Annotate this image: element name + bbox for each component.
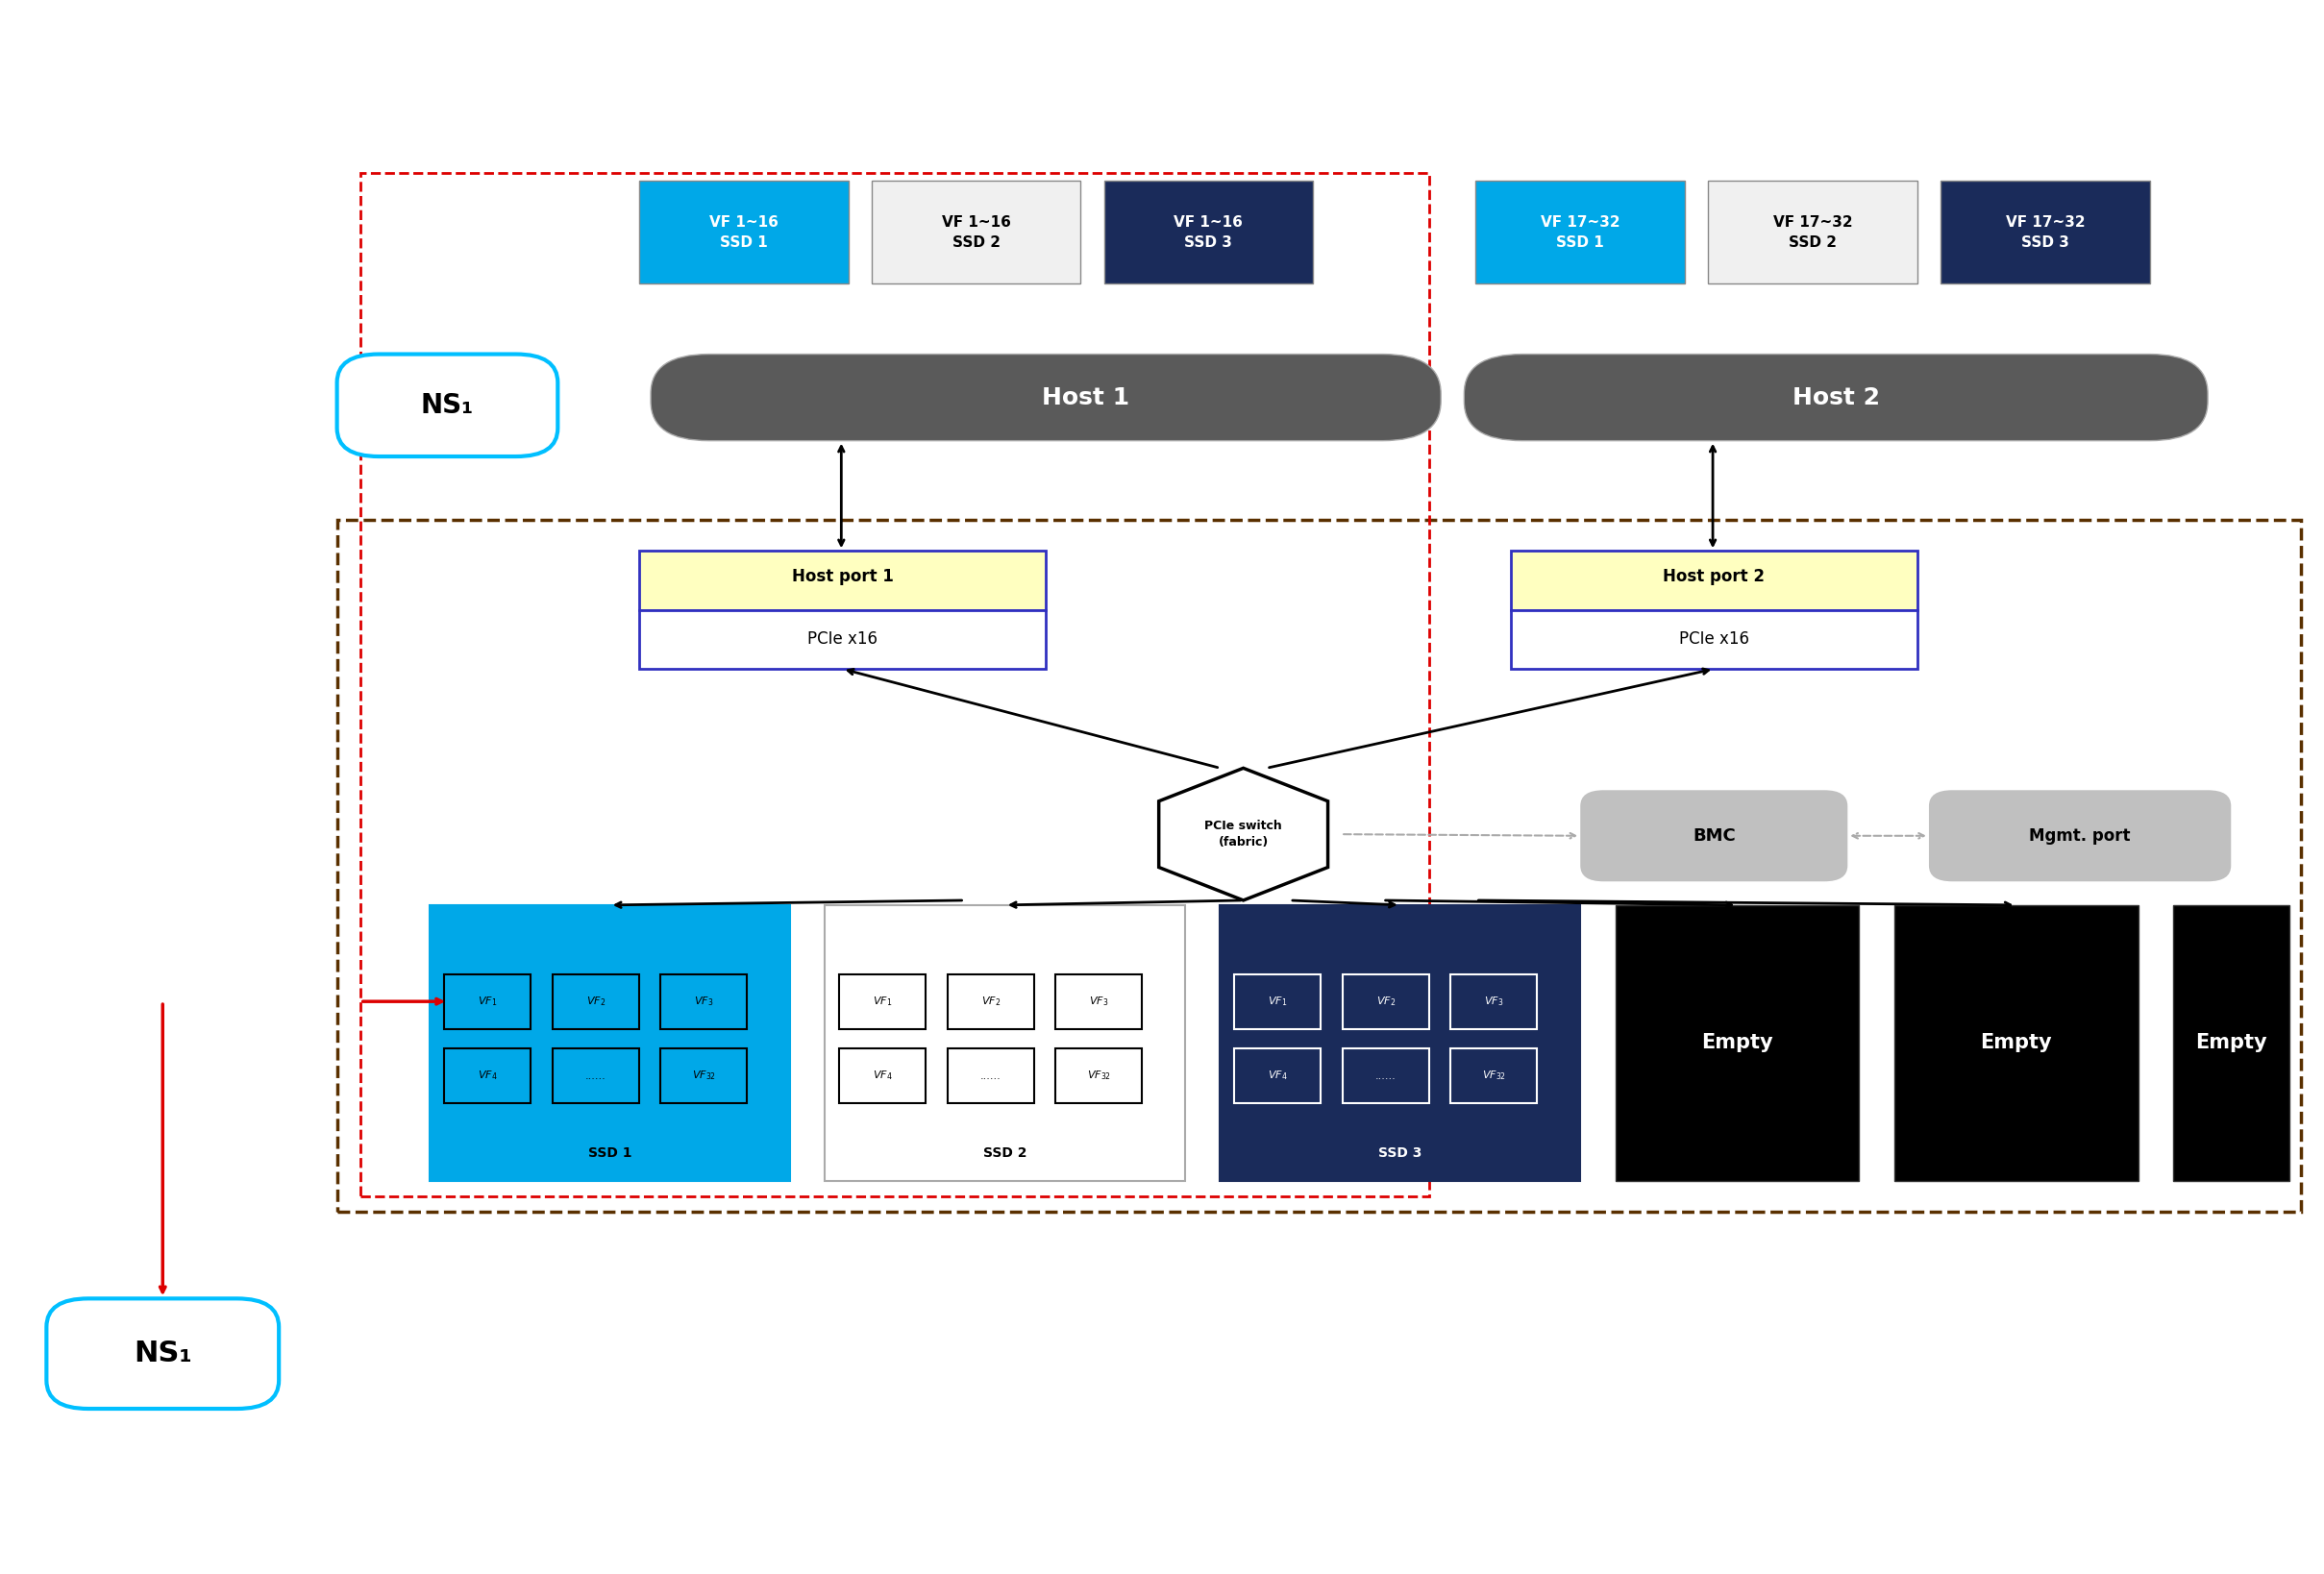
Text: $VF_1$: $VF_1$	[874, 995, 892, 1007]
Text: PCIe x16: PCIe x16	[1678, 631, 1750, 648]
FancyBboxPatch shape	[2173, 905, 2289, 1180]
Text: ......: ......	[981, 1070, 1002, 1081]
FancyBboxPatch shape	[1220, 905, 1580, 1180]
Text: $VF_1$: $VF_1$	[1269, 995, 1287, 1007]
FancyBboxPatch shape	[1343, 974, 1429, 1029]
Text: PCIe switch
(fabric): PCIe switch (fabric)	[1204, 820, 1283, 848]
Text: VF 1~16
SSD 3: VF 1~16 SSD 3	[1174, 216, 1243, 249]
FancyBboxPatch shape	[444, 1048, 530, 1103]
FancyBboxPatch shape	[1104, 181, 1313, 283]
Text: NS₁: NS₁	[421, 392, 474, 419]
FancyBboxPatch shape	[1450, 974, 1536, 1029]
Text: Empty: Empty	[2196, 1033, 2266, 1053]
Text: $VF_3$: $VF_3$	[1485, 995, 1504, 1007]
FancyBboxPatch shape	[872, 181, 1081, 283]
FancyBboxPatch shape	[46, 1299, 279, 1409]
Text: $VF_{32}$: $VF_{32}$	[693, 1069, 716, 1083]
FancyBboxPatch shape	[651, 354, 1441, 441]
FancyBboxPatch shape	[660, 974, 746, 1029]
FancyBboxPatch shape	[337, 354, 558, 456]
FancyBboxPatch shape	[1580, 790, 1848, 881]
Text: ......: ......	[586, 1070, 607, 1081]
Text: BMC: BMC	[1692, 828, 1736, 844]
FancyBboxPatch shape	[1511, 551, 1917, 611]
Text: Host 1: Host 1	[1041, 386, 1129, 409]
Text: $VF_2$: $VF_2$	[981, 995, 999, 1007]
Text: ......: ......	[1376, 1070, 1397, 1081]
Text: $VF_3$: $VF_3$	[695, 995, 713, 1007]
FancyBboxPatch shape	[1055, 1048, 1141, 1103]
Text: VF 17~32
SSD 2: VF 17~32 SSD 2	[1773, 216, 1852, 249]
FancyBboxPatch shape	[553, 1048, 639, 1103]
FancyBboxPatch shape	[1055, 974, 1141, 1029]
Text: VF 1~16
SSD 2: VF 1~16 SSD 2	[941, 216, 1011, 249]
Text: SSD 2: SSD 2	[983, 1146, 1027, 1160]
FancyBboxPatch shape	[1343, 1048, 1429, 1103]
Text: Mgmt. port: Mgmt. port	[2029, 828, 2131, 844]
FancyBboxPatch shape	[839, 974, 925, 1029]
FancyBboxPatch shape	[825, 905, 1185, 1180]
Text: Host port 1: Host port 1	[792, 568, 892, 586]
Text: $VF_4$: $VF_4$	[479, 1069, 497, 1083]
FancyBboxPatch shape	[1941, 181, 2150, 283]
FancyBboxPatch shape	[430, 905, 790, 1180]
Text: Empty: Empty	[1701, 1033, 1773, 1053]
Text: $VF_1$: $VF_1$	[479, 995, 497, 1007]
FancyBboxPatch shape	[639, 611, 1046, 669]
Bar	[360, 173, 1429, 1196]
Text: SSD 3: SSD 3	[1378, 1146, 1422, 1160]
FancyBboxPatch shape	[948, 1048, 1034, 1103]
Text: VF 17~32
SSD 1: VF 17~32 SSD 1	[1541, 216, 1620, 249]
FancyBboxPatch shape	[444, 974, 530, 1029]
Text: $VF_{32}$: $VF_{32}$	[1088, 1069, 1111, 1083]
Text: $VF_4$: $VF_4$	[874, 1069, 892, 1083]
FancyBboxPatch shape	[1234, 974, 1320, 1029]
FancyBboxPatch shape	[639, 551, 1046, 611]
FancyBboxPatch shape	[1615, 905, 1859, 1180]
Text: NS₁: NS₁	[132, 1339, 193, 1368]
FancyBboxPatch shape	[1464, 354, 2208, 441]
FancyBboxPatch shape	[639, 181, 848, 283]
FancyBboxPatch shape	[660, 1048, 746, 1103]
FancyBboxPatch shape	[1894, 905, 2138, 1180]
Text: Host 2: Host 2	[1792, 386, 1880, 409]
Text: VF 1~16
SSD 1: VF 1~16 SSD 1	[709, 216, 779, 249]
FancyBboxPatch shape	[948, 974, 1034, 1029]
Text: Host port 2: Host port 2	[1664, 568, 1764, 586]
Text: VF 17~32
SSD 3: VF 17~32 SSD 3	[2006, 216, 2085, 249]
Text: $VF_2$: $VF_2$	[1376, 995, 1394, 1007]
FancyBboxPatch shape	[1708, 181, 1917, 283]
Text: $VF_{32}$: $VF_{32}$	[1483, 1069, 1506, 1083]
Text: $VF_3$: $VF_3$	[1090, 995, 1109, 1007]
Bar	[337, 519, 2301, 1212]
FancyBboxPatch shape	[839, 1048, 925, 1103]
FancyBboxPatch shape	[1929, 790, 2231, 881]
FancyBboxPatch shape	[553, 974, 639, 1029]
Text: $VF_2$: $VF_2$	[586, 995, 604, 1007]
Text: $VF_4$: $VF_4$	[1269, 1069, 1287, 1083]
Text: PCIe x16: PCIe x16	[806, 631, 878, 648]
Text: Empty: Empty	[1980, 1033, 2052, 1053]
FancyBboxPatch shape	[1234, 1048, 1320, 1103]
FancyBboxPatch shape	[1511, 611, 1917, 669]
FancyBboxPatch shape	[1476, 181, 1685, 283]
Text: SSD 1: SSD 1	[588, 1146, 632, 1160]
FancyBboxPatch shape	[1450, 1048, 1536, 1103]
